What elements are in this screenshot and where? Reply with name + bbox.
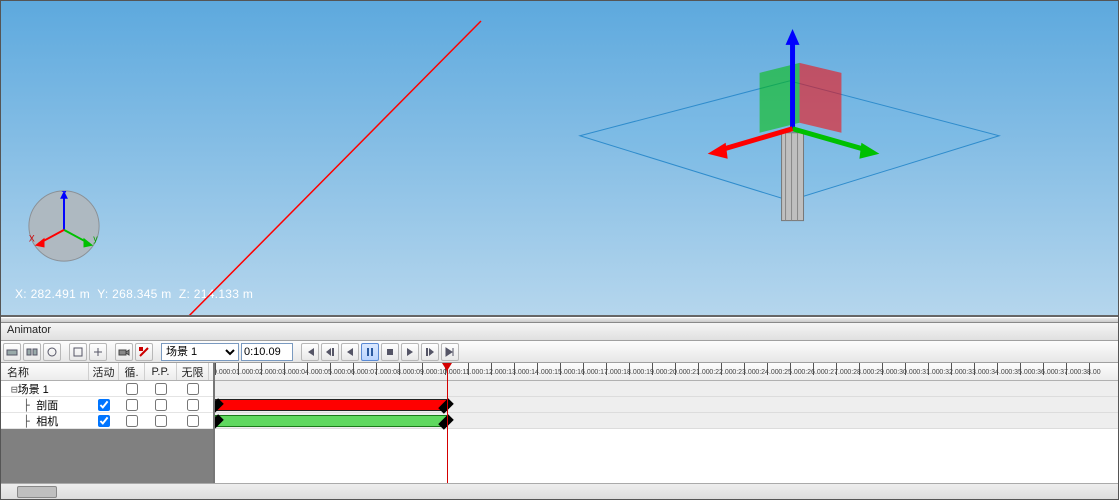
ruler-label: 0:05.00 <box>318 369 341 376</box>
ruler-label: 0:32.00 <box>939 369 962 376</box>
col-loop: 循. <box>119 363 145 380</box>
cell-inf[interactable] <box>177 383 209 395</box>
scrollbar-thumb[interactable] <box>17 486 57 498</box>
play-button[interactable] <box>401 343 419 361</box>
animator-toolbar: 场景 1 <box>1 341 1118 363</box>
tb-btn-1[interactable] <box>3 343 21 361</box>
track-segment[interactable] <box>215 415 447 427</box>
ruler-label: 0:07.00 <box>364 369 387 376</box>
step-fwd-button[interactable] <box>421 343 439 361</box>
ruler-label: 0:13.00 <box>502 369 525 376</box>
ruler-label: 0:02.00 <box>249 369 272 376</box>
ruler-label: 0:37.00 <box>1054 369 1077 376</box>
tree-row[interactable]: ├ 相机 <box>1 413 213 429</box>
animator-panel: Animator 场景 1 <box>1 323 1118 499</box>
ruler-label: 0:15.00 <box>548 369 571 376</box>
stop-button[interactable] <box>381 343 399 361</box>
ruler-label: 0:18.00 <box>617 369 640 376</box>
row-label: ├ 剖面 <box>1 397 89 413</box>
ruler-label: 0:27.00 <box>824 369 847 376</box>
coord-readout: X: 282.491 m Y: 268.345 m Z: 214.133 m <box>11 285 257 303</box>
column-model <box>782 133 804 221</box>
tb-btn-4[interactable] <box>69 343 87 361</box>
svg-text:Z: Z <box>61 190 67 200</box>
svg-text:y: y <box>93 234 98 244</box>
cell-inf[interactable] <box>177 399 209 411</box>
ruler-label: 0:17.00 <box>594 369 617 376</box>
cell-active[interactable] <box>89 399 119 411</box>
timeline-tracks[interactable] <box>215 381 1118 483</box>
ruler-label: 0:28.00 <box>847 369 870 376</box>
ruler-label: 0:06.00 <box>341 369 364 376</box>
ruler-label: 0:24.00 <box>755 369 778 376</box>
ruler-label: 0:35.00 <box>1008 369 1031 376</box>
cell-loop[interactable] <box>119 415 145 427</box>
play-back-button[interactable] <box>341 343 359 361</box>
timeline[interactable]: 0:00.000:01.000:02.000:03.000:04.000:05.… <box>215 363 1118 483</box>
goto-end-button[interactable] <box>441 343 459 361</box>
ruler-label: 0:08.00 <box>387 369 410 376</box>
timeline-ruler[interactable]: 0:00.000:01.000:02.000:03.000:04.000:05.… <box>215 363 1118 381</box>
ruler-label: 0:23.00 <box>732 369 755 376</box>
playhead[interactable] <box>447 363 448 483</box>
ruler-label: 0:22.00 <box>709 369 732 376</box>
ruler-label: 0:19.00 <box>640 369 663 376</box>
tree-row[interactable]: ├ 剖面 <box>1 397 213 413</box>
ruler-label: 0:20.00 <box>663 369 686 376</box>
time-input[interactable] <box>241 343 293 361</box>
ruler-label: 0:16.00 <box>571 369 594 376</box>
ruler-label: 0:09.00 <box>410 369 433 376</box>
scene-tree: 名称 活动 循. P.P. 无限 ⊟场景 1├ 剖面├ 相机 <box>1 363 215 483</box>
tb-btn-5[interactable] <box>89 343 107 361</box>
tree-row[interactable]: ⊟场景 1 <box>1 381 213 397</box>
tb-btn-2[interactable] <box>23 343 41 361</box>
scene-svg <box>1 1 1118 316</box>
cell-pp[interactable] <box>145 383 177 395</box>
viewport-3d[interactable]: Z y X X: 282.491 m Y: 268.345 m Z: 214.1… <box>1 1 1118 317</box>
ruler-label: 0:29.00 <box>870 369 893 376</box>
svg-text:X: X <box>29 234 35 244</box>
cell-inf[interactable] <box>177 415 209 427</box>
ruler-label: 0:38.00 <box>1077 369 1100 376</box>
cell-pp[interactable] <box>145 399 177 411</box>
cell-pp[interactable] <box>145 415 177 427</box>
ruler-label: 0:36.00 <box>1031 369 1054 376</box>
ruler-label: 0:26.00 <box>801 369 824 376</box>
col-inf: 无限 <box>177 363 209 380</box>
ruler-label: 0:03.00 <box>272 369 295 376</box>
cell-loop[interactable] <box>119 399 145 411</box>
tb-btn-3[interactable] <box>43 343 61 361</box>
ruler-label: 0:04.00 <box>295 369 318 376</box>
orientation-gizmo[interactable]: Z y X <box>25 187 103 265</box>
scene-select[interactable]: 场景 1 <box>161 343 239 361</box>
ruler-label: 0:11.00 <box>457 369 480 376</box>
cell-active[interactable] <box>89 415 119 427</box>
ruler-label: 0:12.00 <box>479 369 502 376</box>
ruler-label: 0:25.00 <box>778 369 801 376</box>
ruler-label: 0:00.00 <box>215 369 227 376</box>
col-act: 活动 <box>89 363 119 380</box>
panel-red <box>800 63 842 133</box>
cell-loop[interactable] <box>119 383 145 395</box>
ruler-label: 0:33.00 <box>962 369 985 376</box>
row-label: ⊟场景 1 <box>1 381 89 397</box>
row-label: ├ 相机 <box>1 413 89 429</box>
ruler-label: 0:01.00 <box>226 369 249 376</box>
goto-start-button[interactable] <box>301 343 319 361</box>
ruler-label: 0:30.00 <box>893 369 916 376</box>
ruler-label: 0:14.00 <box>525 369 548 376</box>
col-pp: P.P. <box>145 363 177 380</box>
step-back-button[interactable] <box>321 343 339 361</box>
ruler-label: 0:34.00 <box>985 369 1008 376</box>
track-segment[interactable] <box>215 399 447 411</box>
ruler-label: 0:21.00 <box>686 369 709 376</box>
col-name: 名称 <box>1 363 89 380</box>
tb-btn-section[interactable] <box>135 343 153 361</box>
animator-title: Animator <box>1 323 1118 341</box>
ruler-label: 0:31.00 <box>916 369 939 376</box>
timeline-scrollbar[interactable] <box>1 483 1118 499</box>
tb-btn-camera[interactable] <box>115 343 133 361</box>
pause-button[interactable] <box>361 343 379 361</box>
